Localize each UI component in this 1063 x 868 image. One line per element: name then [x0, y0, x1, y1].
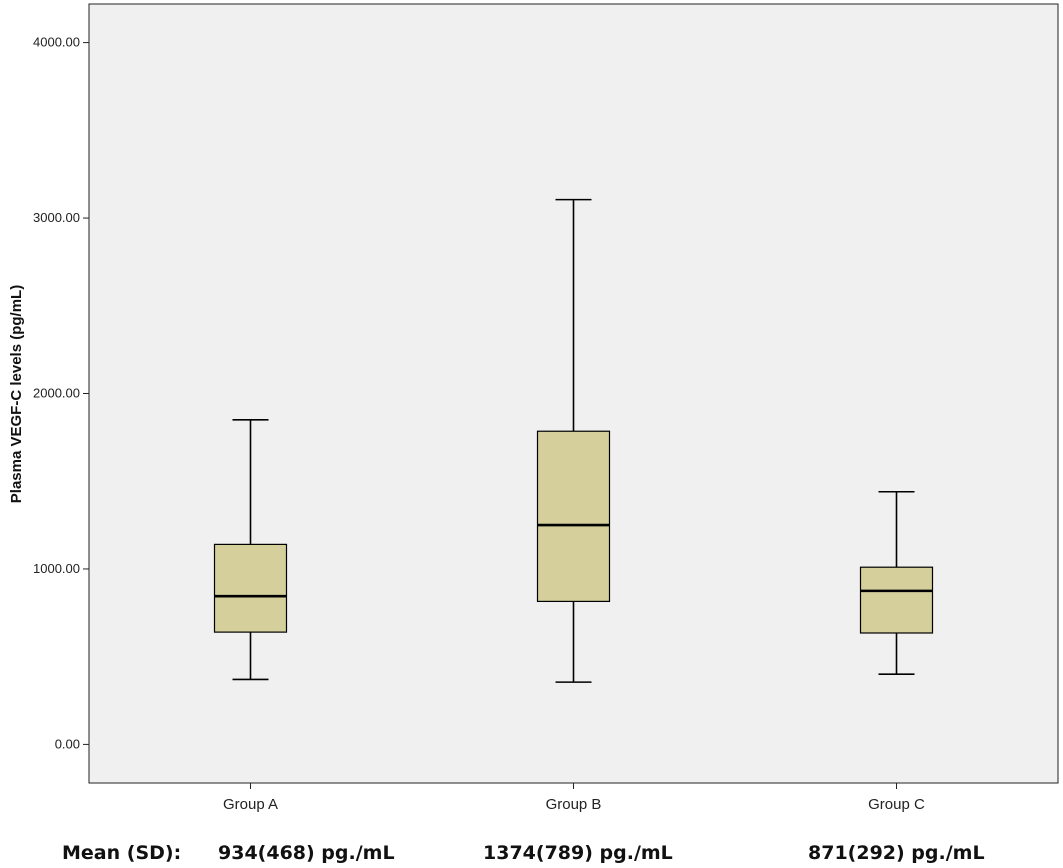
y-tick-label: 1000.00	[33, 561, 80, 576]
iqr-box	[213, 543, 288, 633]
footer-mean-group-b: 1374(789) pg./mL	[483, 842, 673, 864]
footer-mean-group-c: 871(292) pg./mL	[808, 842, 985, 864]
y-tick-label: 2000.00	[33, 386, 80, 401]
x-tick-label: Group B	[546, 796, 602, 813]
footer-stats: Mean (SD): 934(468) pg./mL 1374(789) pg.…	[62, 842, 985, 864]
y-axis-title: Plasma VEGF-C levels (pg/mL)	[8, 285, 25, 503]
x-tick-label: Group C	[868, 796, 925, 813]
y-tick-label: 4000.00	[33, 35, 80, 50]
x-tick-label: Group A	[223, 796, 278, 813]
box-group	[213, 198, 934, 683]
footer-mean-group-a: 934(468) pg./mL	[218, 842, 395, 864]
y-tick-label: 3000.00	[33, 210, 80, 225]
iqr-box	[859, 566, 934, 634]
y-axis: 0.00 1000.00 2000.00 3000.00 4000.00	[33, 35, 89, 751]
iqr-box	[536, 430, 611, 603]
x-axis: Group A Group B Group C	[223, 783, 925, 813]
y-tick-label: 0.00	[55, 736, 80, 751]
footer-mean-label: Mean (SD):	[62, 842, 181, 864]
